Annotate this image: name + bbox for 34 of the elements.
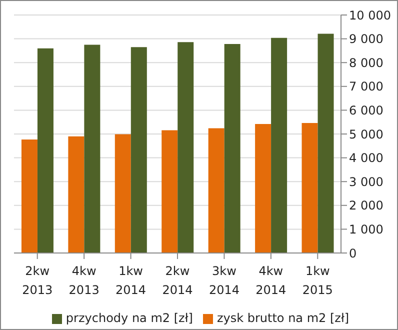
legend-label: przychody na m2 [zł]	[66, 311, 193, 325]
bar	[37, 48, 54, 253]
x-tick-label: 1kw 2014	[116, 264, 146, 297]
y-tick-label: 0	[349, 246, 357, 260]
x-tick-label: 2kw 2014	[162, 264, 193, 297]
bar	[255, 124, 272, 253]
y-tick-label: 3 000	[349, 174, 384, 189]
y-tick-label: 1 000	[349, 222, 384, 236]
x-tick-label: 4kw 2013	[68, 264, 100, 297]
x-tick-label: 1kw 2015	[302, 264, 333, 297]
y-tick-label: 5 000	[349, 127, 384, 142]
bar	[271, 38, 288, 253]
legend-label: zysk brutto na m2 [zł]	[216, 311, 350, 325]
bar	[114, 134, 131, 253]
y-tick-label: 8 000	[349, 56, 384, 70]
bar	[84, 44, 100, 253]
bar	[162, 130, 178, 253]
bar	[178, 42, 194, 253]
y-tick-label: 2 000	[349, 198, 384, 213]
x-tick-label: 3kw 2014	[208, 264, 240, 297]
bar	[68, 136, 84, 253]
bar	[224, 44, 240, 253]
y-tick-label: 9 000	[349, 32, 384, 46]
bar	[318, 34, 334, 253]
bar	[302, 123, 318, 253]
y-tick-label: 4 000	[349, 151, 384, 166]
x-tick-label: 4kw 2014	[256, 264, 286, 297]
y-tick-label: 7 000	[349, 80, 384, 94]
y-tick-label: 6 000	[349, 103, 384, 118]
bar	[208, 128, 224, 253]
bar	[21, 139, 38, 253]
y-tick-label: 10 000	[349, 8, 391, 22]
x-tick-label: 2kw 2013	[22, 264, 53, 297]
bar	[130, 47, 147, 253]
